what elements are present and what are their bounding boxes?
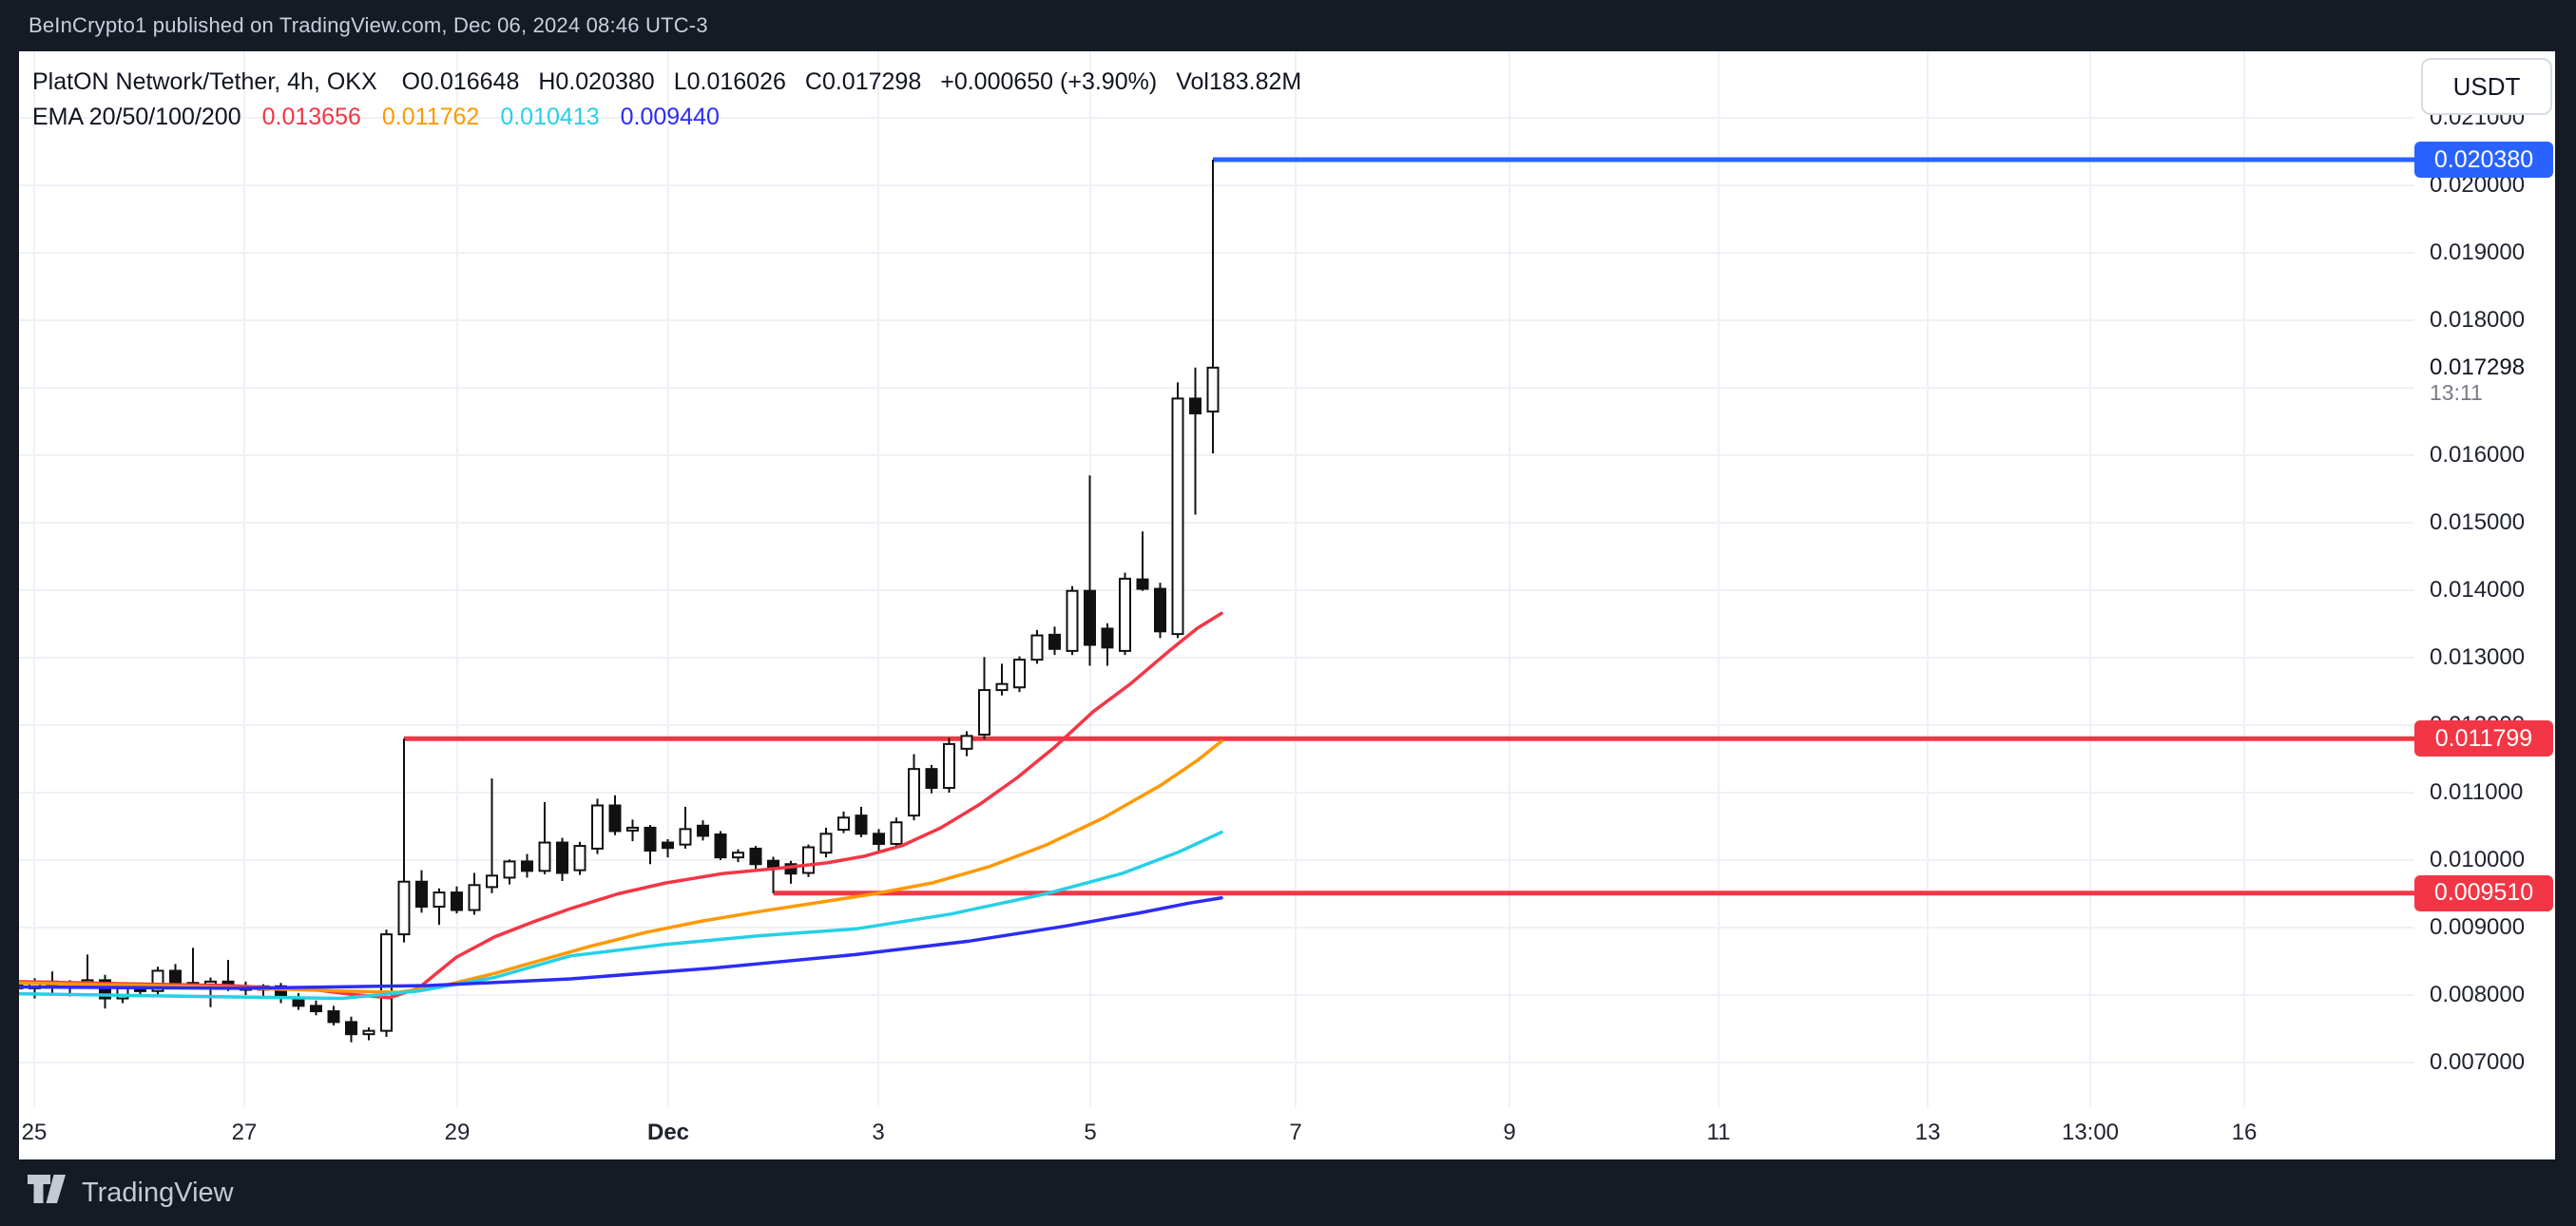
candle-body — [662, 841, 674, 850]
candle-body — [151, 969, 164, 992]
ema-value: 0.009440 — [620, 104, 720, 130]
candle-body — [837, 816, 850, 832]
candle-body — [521, 860, 533, 872]
candle-body — [1013, 659, 1026, 689]
low-value: L0.016026 — [673, 68, 786, 95]
ema-value: 0.010413 — [500, 104, 600, 130]
candle-body — [960, 735, 973, 750]
candle-body — [538, 841, 551, 872]
candle-body — [451, 891, 463, 911]
candle-body — [697, 824, 709, 837]
candle-body — [169, 969, 182, 985]
change-value: +0.000650 (+3.90%) — [940, 68, 1158, 95]
chart-panel — [19, 51, 2555, 1159]
tradingview-logo-icon — [27, 1172, 68, 1214]
candle-body — [380, 933, 393, 1032]
open-value: O0.016648 — [401, 68, 520, 95]
candle-body — [890, 821, 903, 845]
candle-body — [468, 884, 481, 911]
candle-body — [1206, 366, 1220, 412]
ema-row: EMA 20/50/100/200 0.013656 0.011762 0.0104… — [32, 100, 1320, 135]
candle-body — [503, 860, 516, 879]
candle-body — [1101, 627, 1114, 649]
candle-body — [1136, 578, 1149, 590]
symbol-title[interactable]: PlatON Network/Tether, 4h, OKX — [32, 68, 377, 95]
candle-body — [99, 979, 111, 1000]
candle-body — [1189, 397, 1201, 414]
candle-body — [995, 682, 1009, 692]
chart-legend: PlatON Network/Tether, 4h, OKX O0.016648… — [32, 65, 1320, 135]
candle-body — [749, 847, 762, 866]
candle-body — [819, 833, 833, 854]
ema-values: 0.013656 0.011762 0.010413 0.009440 — [262, 104, 740, 131]
candle-body — [362, 1029, 375, 1036]
volume-value: Vol183.82M — [1176, 68, 1302, 95]
time-axis[interactable] — [19, 1107, 2414, 1159]
candle-body — [626, 826, 639, 832]
candle-body — [19, 980, 24, 989]
candle-body — [855, 814, 868, 835]
candle-body — [1066, 589, 1079, 652]
ema-line-50 — [19, 739, 1223, 994]
candle-body — [310, 1005, 322, 1013]
ema-value: 0.013656 — [261, 104, 361, 130]
ohlc-row: PlatON Network/Tether, 4h, OKX O0.016648… — [32, 65, 1320, 100]
candle-body — [608, 804, 622, 833]
candle-body — [415, 880, 428, 908]
candle-body — [345, 1021, 357, 1036]
ema-line-100 — [19, 830, 1223, 1001]
candle-body — [486, 874, 498, 889]
publish-banner: BeInCrypto1 published on TradingView.com… — [29, 0, 708, 51]
tradingview-watermark-label: TradingView — [82, 1177, 234, 1208]
candle-body — [714, 833, 727, 859]
ema-value: 0.011762 — [381, 104, 480, 130]
candle-body — [925, 768, 938, 790]
candle-body — [1119, 577, 1131, 652]
candle-body — [397, 880, 411, 936]
high-value: H0.020380 — [538, 68, 655, 95]
candle-body — [644, 826, 657, 852]
candle-body — [433, 891, 446, 908]
ema-indicator-label[interactable]: EMA 20/50/100/200 — [32, 104, 241, 130]
candle-body — [767, 859, 779, 869]
candle-body — [1154, 587, 1166, 633]
close-value: C0.017298 — [804, 68, 922, 95]
currency-button[interactable]: USDT — [2421, 58, 2552, 115]
tradingview-watermark[interactable]: TradingView — [27, 1172, 234, 1214]
candle-body — [591, 804, 604, 850]
candle-body — [327, 1010, 340, 1024]
candle-body — [802, 846, 815, 874]
candle-body — [732, 852, 744, 859]
candle-body — [978, 689, 990, 736]
currency-button-label: USDT — [2452, 71, 2521, 101]
candle-body — [1048, 633, 1061, 650]
candle-body — [1171, 397, 1184, 636]
candle-body — [679, 828, 692, 846]
candle-body — [556, 841, 568, 874]
price-axis[interactable] — [2414, 51, 2555, 1107]
candle-body — [1030, 634, 1044, 661]
ema-line-200 — [19, 896, 1223, 990]
banner-title: BeInCrypto1 published on TradingView.com… — [29, 13, 708, 37]
candle-body — [573, 845, 586, 872]
candle-body — [1084, 589, 1096, 646]
candle-body — [943, 742, 955, 790]
candle-body — [908, 768, 920, 817]
candle-body — [873, 833, 885, 845]
